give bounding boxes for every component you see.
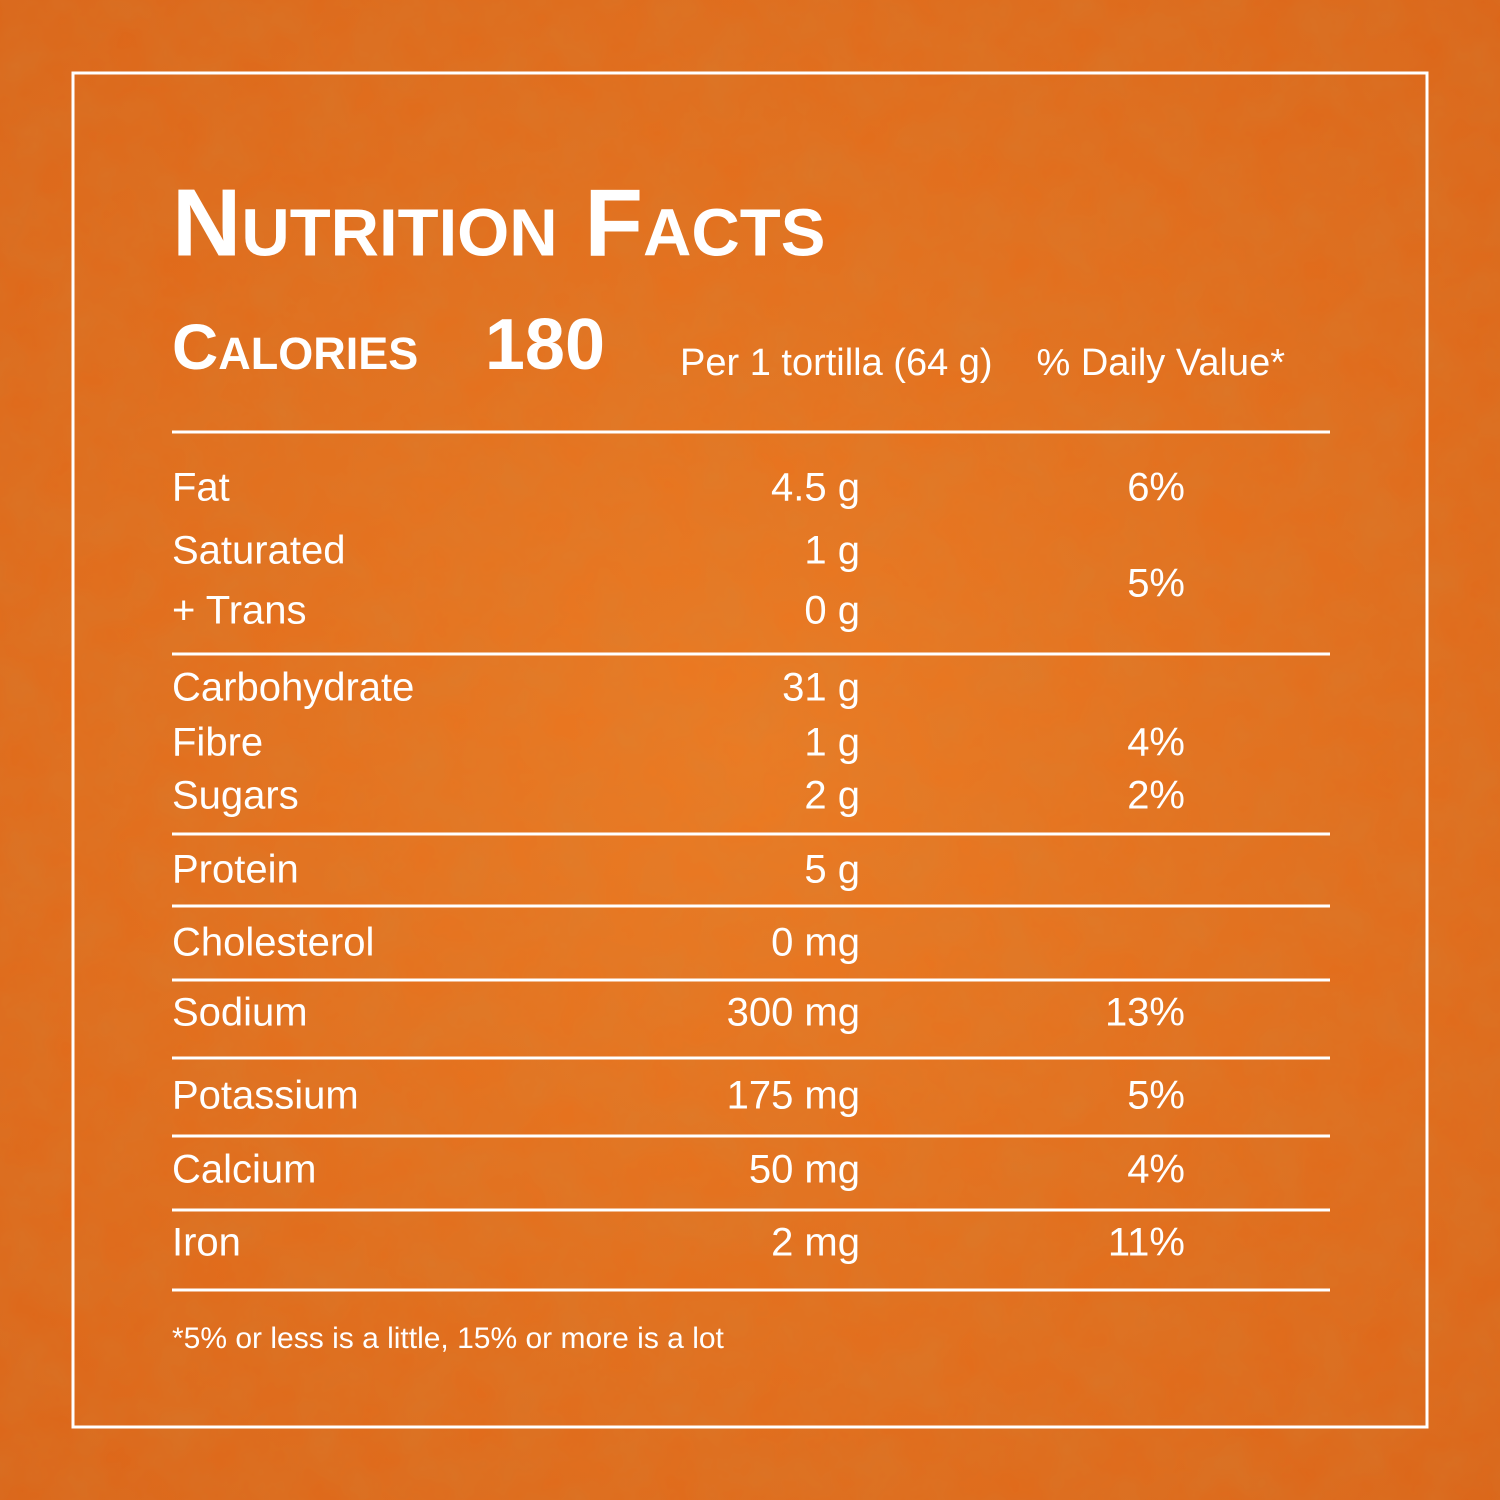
footnote: *5% or less is a little, 15% or more is … xyxy=(172,1322,725,1355)
amount: 0 mg xyxy=(771,921,860,965)
nutrient: Sodium xyxy=(172,991,308,1035)
calories-label: Calories xyxy=(172,311,418,383)
nutrient: Protein xyxy=(172,848,299,892)
nutrient: Iron xyxy=(172,1221,241,1265)
amount: 1 g xyxy=(804,721,860,765)
amount: 0 g xyxy=(804,589,860,633)
daily-value: 5% xyxy=(1127,1074,1185,1118)
calories-value: 180 xyxy=(485,305,605,385)
amount: 2 mg xyxy=(771,1221,860,1265)
amount: 2 g xyxy=(804,774,860,818)
amount: 1 g xyxy=(804,529,860,573)
nutrient: Potassium xyxy=(172,1074,359,1118)
daily-value: 4% xyxy=(1127,1148,1185,1192)
amount: 5 g xyxy=(804,848,860,892)
daily-value: 11% xyxy=(1108,1221,1185,1265)
amount: 4.5 g xyxy=(771,466,860,510)
amount: 300 mg xyxy=(727,991,860,1035)
nutrient: Saturated xyxy=(172,529,345,573)
amount: 50 mg xyxy=(749,1148,860,1192)
nutrient: Fibre xyxy=(172,721,263,765)
title: Nutrition Facts xyxy=(172,169,825,276)
nutrient: Carbohydrate xyxy=(172,666,414,710)
daily-value: 5% xyxy=(1127,562,1185,606)
amount: 31 g xyxy=(782,666,860,710)
nutrient: Calcium xyxy=(172,1148,316,1192)
daily-value: 2% xyxy=(1127,774,1185,818)
daily-value: 4% xyxy=(1127,721,1185,765)
nutrient: Fat xyxy=(172,466,230,510)
daily-value: 6% xyxy=(1127,466,1185,510)
nutrient: + Trans xyxy=(172,589,307,633)
frame xyxy=(71,71,1429,1429)
daily-value: 13% xyxy=(1105,991,1185,1035)
amount: 175 mg xyxy=(727,1074,860,1118)
nutrient: Sugars xyxy=(172,774,299,818)
nutrient: Cholesterol xyxy=(172,921,374,965)
daily-value-heading: % Daily Value* xyxy=(1036,342,1285,384)
serving: Per 1 tortilla (64 g) xyxy=(680,342,993,384)
